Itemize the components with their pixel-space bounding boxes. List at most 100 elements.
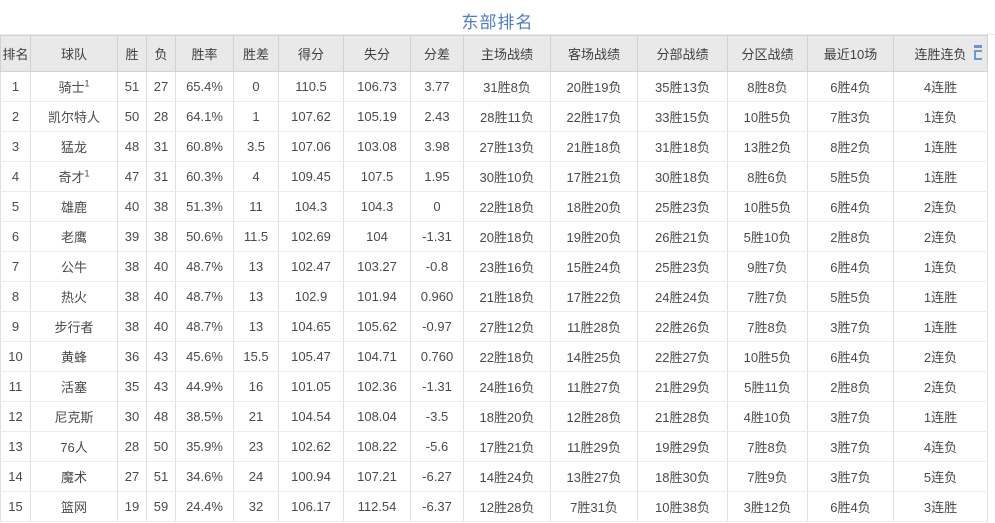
cell-last10: 7胜3负 bbox=[807, 101, 894, 132]
cell-points-for: 104.65 bbox=[278, 311, 344, 342]
cell-conference-record: 5胜11负 bbox=[727, 371, 808, 402]
cell-rank: 6 bbox=[0, 221, 31, 252]
cell-games-behind: 3.5 bbox=[233, 131, 279, 162]
cell-wins: 35 bbox=[117, 371, 147, 402]
cell-points-against: 107.5 bbox=[343, 161, 411, 192]
cell-streak: 1连胜 bbox=[893, 131, 988, 162]
cell-team: 步行者 bbox=[30, 311, 118, 342]
cell-division-record: 21胜28负 bbox=[637, 401, 728, 432]
cell-win-pct: 48.7% bbox=[175, 311, 234, 342]
cell-losses: 40 bbox=[146, 311, 176, 342]
superscript-note: 1 bbox=[84, 78, 90, 89]
cell-away-record: 11胜29负 bbox=[550, 431, 638, 462]
cell-losses: 31 bbox=[146, 161, 176, 192]
cell-home-record: 18胜20负 bbox=[463, 401, 551, 432]
cell-last10: 6胜4负 bbox=[807, 251, 894, 282]
cell-losses: 40 bbox=[146, 281, 176, 312]
cell-point-diff: 1.95 bbox=[410, 161, 464, 192]
cell-last10: 3胜7负 bbox=[807, 431, 894, 462]
cell-win-pct: 64.1% bbox=[175, 101, 234, 132]
cell-win-pct: 24.4% bbox=[175, 491, 234, 522]
cell-team: 凯尔特人 bbox=[30, 101, 118, 132]
cell-away-record: 21胜18负 bbox=[550, 131, 638, 162]
cell-team: 尼克斯 bbox=[30, 401, 118, 432]
cell-home-record: 27胜12负 bbox=[463, 311, 551, 342]
cell-point-diff: -0.97 bbox=[410, 311, 464, 342]
cell-points-against: 103.08 bbox=[343, 131, 411, 162]
cell-division-record: 25胜23负 bbox=[637, 191, 728, 222]
cell-games-behind: 23 bbox=[233, 431, 279, 462]
cell-losses: 38 bbox=[146, 191, 176, 222]
cell-division-record: 26胜21负 bbox=[637, 221, 728, 252]
cell-games-behind: 11.5 bbox=[233, 221, 279, 252]
col-team: 球队 bbox=[30, 35, 118, 72]
cell-point-diff: -3.5 bbox=[410, 401, 464, 432]
cell-games-behind: 15.5 bbox=[233, 341, 279, 372]
cell-point-diff: -6.27 bbox=[410, 461, 464, 492]
cell-point-diff: -1.31 bbox=[410, 371, 464, 402]
cell-last10: 2胜8负 bbox=[807, 221, 894, 252]
cell-division-record: 18胜30负 bbox=[637, 461, 728, 492]
cell-rank: 4 bbox=[0, 161, 31, 192]
cell-conference-record: 7胜8负 bbox=[727, 311, 808, 342]
col-games-behind: 胜差 bbox=[233, 35, 279, 72]
cell-losses: 43 bbox=[146, 371, 176, 402]
cell-points-for: 105.47 bbox=[278, 341, 344, 372]
cell-streak: 2连负 bbox=[893, 221, 988, 252]
cell-away-record: 14胜25负 bbox=[550, 341, 638, 372]
table-row: 2 凯尔特人 50 28 64.1% 1 107.62 105.19 2.43 28胜11负 22胜… bbox=[0, 101, 988, 132]
cell-win-pct: 65.4% bbox=[175, 71, 234, 102]
glyph-bar bbox=[974, 45, 982, 48]
cell-team: 热火 bbox=[30, 281, 118, 312]
cell-division-record: 22胜26负 bbox=[637, 311, 728, 342]
cell-rank: 7 bbox=[0, 251, 31, 282]
cell-points-against: 107.21 bbox=[343, 461, 411, 492]
cell-win-pct: 34.6% bbox=[175, 461, 234, 492]
cell-streak: 1连胜 bbox=[893, 401, 988, 432]
table-row: 5 雄鹿 40 38 51.3% 11 104.3 104.3 0 22胜18负 18胜20负 25胜… bbox=[0, 191, 988, 222]
cell-conference-record: 10胜5负 bbox=[727, 191, 808, 222]
cell-point-diff: -1.31 bbox=[410, 221, 464, 252]
cell-wins: 27 bbox=[117, 461, 147, 492]
cell-conference-record: 10胜5负 bbox=[727, 341, 808, 372]
cell-points-for: 109.45 bbox=[278, 161, 344, 192]
cell-division-record: 33胜15负 bbox=[637, 101, 728, 132]
col-last10: 最近10场 bbox=[807, 35, 894, 72]
cell-points-for: 102.47 bbox=[278, 251, 344, 282]
cell-away-record: 11胜28负 bbox=[550, 311, 638, 342]
cell-away-record: 18胜20负 bbox=[550, 191, 638, 222]
cell-home-record: 27胜13负 bbox=[463, 131, 551, 162]
cell-losses: 43 bbox=[146, 341, 176, 372]
cell-streak: 1连胜 bbox=[893, 311, 988, 342]
cell-wins: 47 bbox=[117, 161, 147, 192]
cell-point-diff: -6.37 bbox=[410, 491, 464, 522]
cell-points-against: 112.54 bbox=[343, 491, 411, 522]
cell-conference-record: 3胜12负 bbox=[727, 491, 808, 522]
cell-rank: 11 bbox=[0, 371, 31, 402]
cell-points-against: 106.73 bbox=[343, 71, 411, 102]
cell-team: 活塞 bbox=[30, 371, 118, 402]
title-bar: 东部排名 bbox=[0, 0, 995, 35]
glyph-box bbox=[974, 50, 982, 60]
cell-home-record: 12胜28负 bbox=[463, 491, 551, 522]
cell-win-pct: 51.3% bbox=[175, 191, 234, 222]
header-row: 排名 球队胜负胜率 胜差 得分 失分 分差 主场战绩 客场战绩 分部战绩 分区战绩 最近10场 连胜连… bbox=[0, 35, 988, 72]
cell-division-record: 21胜29负 bbox=[637, 371, 728, 402]
cell-points-for: 104.54 bbox=[278, 401, 344, 432]
cell-team: 奇才1 bbox=[30, 161, 118, 192]
cell-games-behind: 24 bbox=[233, 461, 279, 492]
cell-division-record: 19胜29负 bbox=[637, 431, 728, 462]
cell-games-behind: 16 bbox=[233, 371, 279, 402]
cell-rank: 2 bbox=[0, 101, 31, 132]
col-win-pct: 胜率 bbox=[175, 35, 234, 72]
cell-point-diff: 0.760 bbox=[410, 341, 464, 372]
col-conference-record: 分区战绩 bbox=[727, 35, 808, 72]
cell-points-against: 101.94 bbox=[343, 281, 411, 312]
cell-last10: 6胜4负 bbox=[807, 491, 894, 522]
table-body: 1 骑士1 51 27 65.4% 0 110.5 106.73 3.77 31胜8负 20胜19负… bbox=[0, 71, 988, 522]
cell-conference-record: 9胜7负 bbox=[727, 251, 808, 282]
cell-away-record: 22胜17负 bbox=[550, 101, 638, 132]
cell-points-against: 103.27 bbox=[343, 251, 411, 282]
superscript-note: 1 bbox=[84, 168, 90, 179]
cell-conference-record: 7胜8负 bbox=[727, 431, 808, 462]
